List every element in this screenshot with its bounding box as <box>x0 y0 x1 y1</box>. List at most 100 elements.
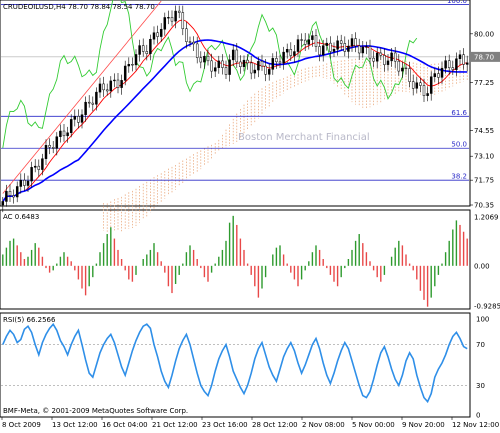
candle-body <box>386 60 390 65</box>
candle-body <box>444 60 447 69</box>
ac-histogram <box>2 215 468 307</box>
candle-body <box>37 165 41 170</box>
candle-body <box>271 58 275 70</box>
candle-body <box>390 52 393 62</box>
candle-body <box>325 42 329 46</box>
time-tick-label: 12 Nov 12:00 <box>452 421 499 429</box>
candlesticks <box>1 5 469 213</box>
candle-body <box>55 136 59 149</box>
candle-body <box>246 59 249 64</box>
candle-body <box>429 76 433 94</box>
candle-body <box>393 52 397 62</box>
candle-body <box>102 83 105 91</box>
candle-body <box>224 67 228 75</box>
rsi-tick-label: 70 <box>476 341 485 349</box>
ac-tick-label: 1.2069 <box>474 214 499 222</box>
last-price-marker <box>471 51 500 62</box>
candle-body <box>372 57 375 62</box>
candle-body <box>195 43 199 58</box>
candle-body <box>329 42 332 52</box>
ac-tick-label: 0.00 <box>474 262 490 270</box>
candle-body <box>300 39 303 41</box>
candle-body <box>307 39 311 45</box>
time-tick-label: 9 Nov 20:00 <box>402 421 445 429</box>
candle-body <box>451 67 455 70</box>
candle-body <box>41 158 44 170</box>
candle-body <box>134 54 138 66</box>
candle-body <box>109 80 113 92</box>
candle-body <box>318 46 321 56</box>
candle-body <box>379 52 383 56</box>
rsi-panel[interactable] <box>0 312 471 418</box>
candle-body <box>257 61 260 71</box>
candle-body <box>95 91 98 105</box>
candle-body <box>69 119 73 134</box>
time-tick-label: 5 Nov 00:00 <box>352 421 395 429</box>
candle-body <box>339 40 343 44</box>
candle-body <box>383 55 386 65</box>
rsi-line <box>2 322 468 404</box>
candle-body <box>159 28 163 37</box>
candle-body <box>213 67 217 72</box>
candle-body <box>239 61 242 67</box>
candle-body <box>350 38 354 47</box>
candle-body <box>192 41 195 45</box>
candle-body <box>242 59 246 67</box>
candle-body <box>152 32 156 40</box>
candle-body <box>131 64 134 66</box>
candle-body <box>278 61 282 64</box>
fib-level-label: 100.0 <box>447 0 467 5</box>
candle-body <box>141 45 145 52</box>
candle-body <box>181 12 185 30</box>
candle-body <box>217 60 221 68</box>
candle-body <box>30 167 33 182</box>
price-tick-label: 70.35 <box>474 202 494 210</box>
candle-body <box>311 35 314 40</box>
candle-body <box>249 62 253 74</box>
candle-body <box>275 58 278 63</box>
time-tick-label: 21 Oct 12:00 <box>152 421 198 429</box>
trendlines <box>2 0 162 194</box>
ac-panel[interactable] <box>0 209 471 310</box>
candle-body <box>210 60 213 72</box>
trend-line-upper <box>2 0 162 194</box>
candle-body <box>332 48 336 52</box>
candle-body <box>19 179 23 187</box>
candle-body <box>156 32 159 37</box>
candle-body <box>347 45 350 52</box>
candle-body <box>343 43 347 52</box>
candle-body <box>419 82 422 86</box>
candle-body <box>264 65 267 75</box>
candle-body <box>293 51 296 56</box>
fib-level-label: 38.2 <box>451 173 467 181</box>
time-tick-label: 2 Nov 08:00 <box>302 421 345 429</box>
candle-body <box>375 52 379 62</box>
time-tick-label: 13 Oct 12:00 <box>52 421 98 429</box>
last-price-label: 78.70 <box>474 53 494 61</box>
candle-body <box>447 60 451 68</box>
candle-body <box>199 57 203 63</box>
candle-body <box>404 67 408 70</box>
candle-body <box>51 147 55 149</box>
candle-body <box>253 69 257 74</box>
candle-body <box>84 101 87 115</box>
candle-body <box>397 60 401 72</box>
watermark: Boston Merchant Financial <box>238 132 370 143</box>
candle-body <box>368 46 372 59</box>
rsi-tick-label: 30 <box>476 382 485 390</box>
candle-body <box>185 28 188 42</box>
candle-body <box>188 41 192 43</box>
candle-body <box>433 73 437 78</box>
time-tick-label: 16 Oct 04:00 <box>102 421 148 429</box>
candle-body <box>267 69 271 75</box>
candle-body <box>145 51 149 54</box>
candle-body <box>127 64 131 67</box>
price-tick-label: 74.55 <box>474 127 494 135</box>
candle-body <box>87 101 91 104</box>
main-price-panel[interactable] <box>0 0 471 207</box>
fib-level-label: 61.6 <box>451 109 467 117</box>
ac-title: AC 0.6483 <box>3 213 39 221</box>
candle-body <box>73 116 77 120</box>
candle-body <box>120 80 123 88</box>
